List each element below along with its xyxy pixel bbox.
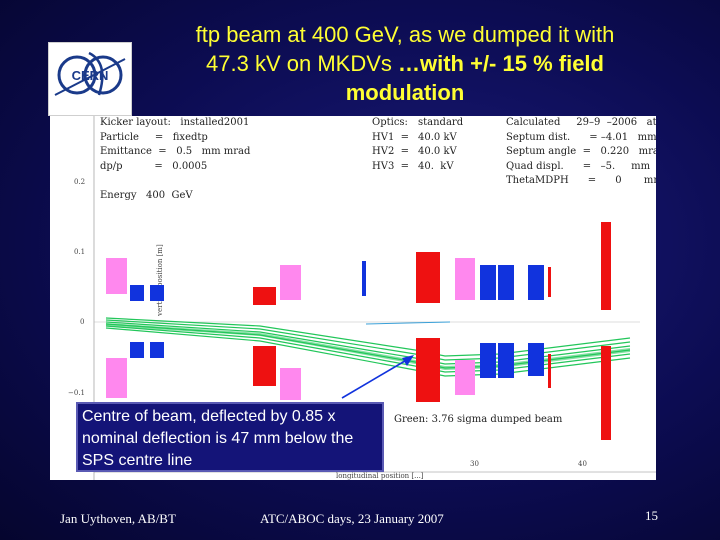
calc-info: Calculated 29–9 –2006 at 16 :57 Septum d…	[506, 117, 656, 186]
beam-envelope	[105, 317, 631, 377]
magnet-blue-3-upper	[480, 265, 496, 300]
title-line-3: modulation	[345, 80, 465, 105]
magnet-blue-4-upper	[498, 265, 514, 300]
magnet-red-thin-upper	[548, 267, 551, 297]
plot-svg: 0.2 0.1 0 −0.1 vertical position [m] 30 …	[68, 116, 656, 480]
magnet-red-3-upper	[601, 222, 611, 310]
magnet-pink-1-upper	[106, 258, 127, 294]
beam-core	[106, 323, 630, 370]
annotation-arrow-head	[402, 355, 414, 366]
magnet-red-1-lower	[253, 346, 276, 386]
magnet-red-thin-lower	[548, 354, 551, 388]
magnet-red-3-lower	[601, 346, 611, 440]
footer-event: ATC/ABOC days, 23 January 2007	[260, 511, 444, 526]
magnet-blue-5-lower	[528, 343, 544, 376]
reference-orbit	[365, 321, 451, 325]
cern-logo: CERN	[48, 42, 132, 116]
magnet-blue-3-lower	[480, 343, 496, 378]
svg-text:CERN: CERN	[72, 68, 109, 83]
x-axis-label: longitudinal position [...]	[336, 472, 424, 480]
annotation-arrow-line	[341, 357, 411, 399]
title-line-1: ftp beam at 400 GeV, as we dumped it wit…	[195, 22, 615, 47]
magnet-pink-2-upper	[280, 265, 301, 300]
magnet-red-2-lower	[416, 338, 440, 402]
optics-labels: Optics: HV1 = HV2 = HV3 =	[372, 117, 410, 172]
slide-number: 15	[645, 508, 658, 523]
x-tick-0: 30	[470, 460, 479, 468]
magnet-blue-4-lower	[498, 343, 514, 378]
magnet-blue-1-lower	[130, 342, 144, 358]
kicker-info: Kicker layout: installed2001 Particle = …	[100, 117, 251, 201]
optics-values: standard 40.0 kV 40.0 kV 40. kV	[418, 117, 464, 172]
x-tick-1: 40	[578, 460, 587, 468]
magnet-pink-1-lower	[106, 358, 127, 398]
y-tick-3: −0.1	[68, 389, 85, 397]
magnet-blue-1-upper	[130, 285, 144, 301]
magnet-blue-thin-upper	[362, 261, 366, 296]
slide-title: ftp beam at 400 GeV, as we dumped it wit…	[150, 20, 660, 107]
title-line-2b: …with +/- 15 % field	[398, 51, 604, 76]
beam-legend: Green: 3.76 sigma dumped beam	[394, 414, 563, 425]
beam-centre-callout: Centre of beam, deflected by 0.85 x nomi…	[76, 402, 384, 472]
magnet-blue-5-upper	[528, 265, 544, 300]
magnet-pink-3-upper	[455, 258, 475, 300]
footer-author: Jan Uythoven, AB/BT	[60, 511, 176, 526]
y-tick-1: 0.1	[74, 248, 85, 256]
y-tick-2: 0	[80, 318, 84, 326]
magnet-red-2-upper	[416, 252, 440, 303]
title-line-2a: 47.3 kV on MKDVs	[206, 51, 398, 76]
magnet-pink-3-lower	[455, 360, 475, 395]
magnet-pink-2-lower	[280, 368, 301, 400]
magnet-blue-2-lower	[150, 342, 164, 358]
magnet-blue-2-upper	[150, 285, 164, 301]
magnet-red-1-upper	[253, 287, 276, 305]
y-tick-0: 0.2	[74, 178, 85, 186]
y-axis-label: vertical position [m]	[156, 244, 164, 317]
